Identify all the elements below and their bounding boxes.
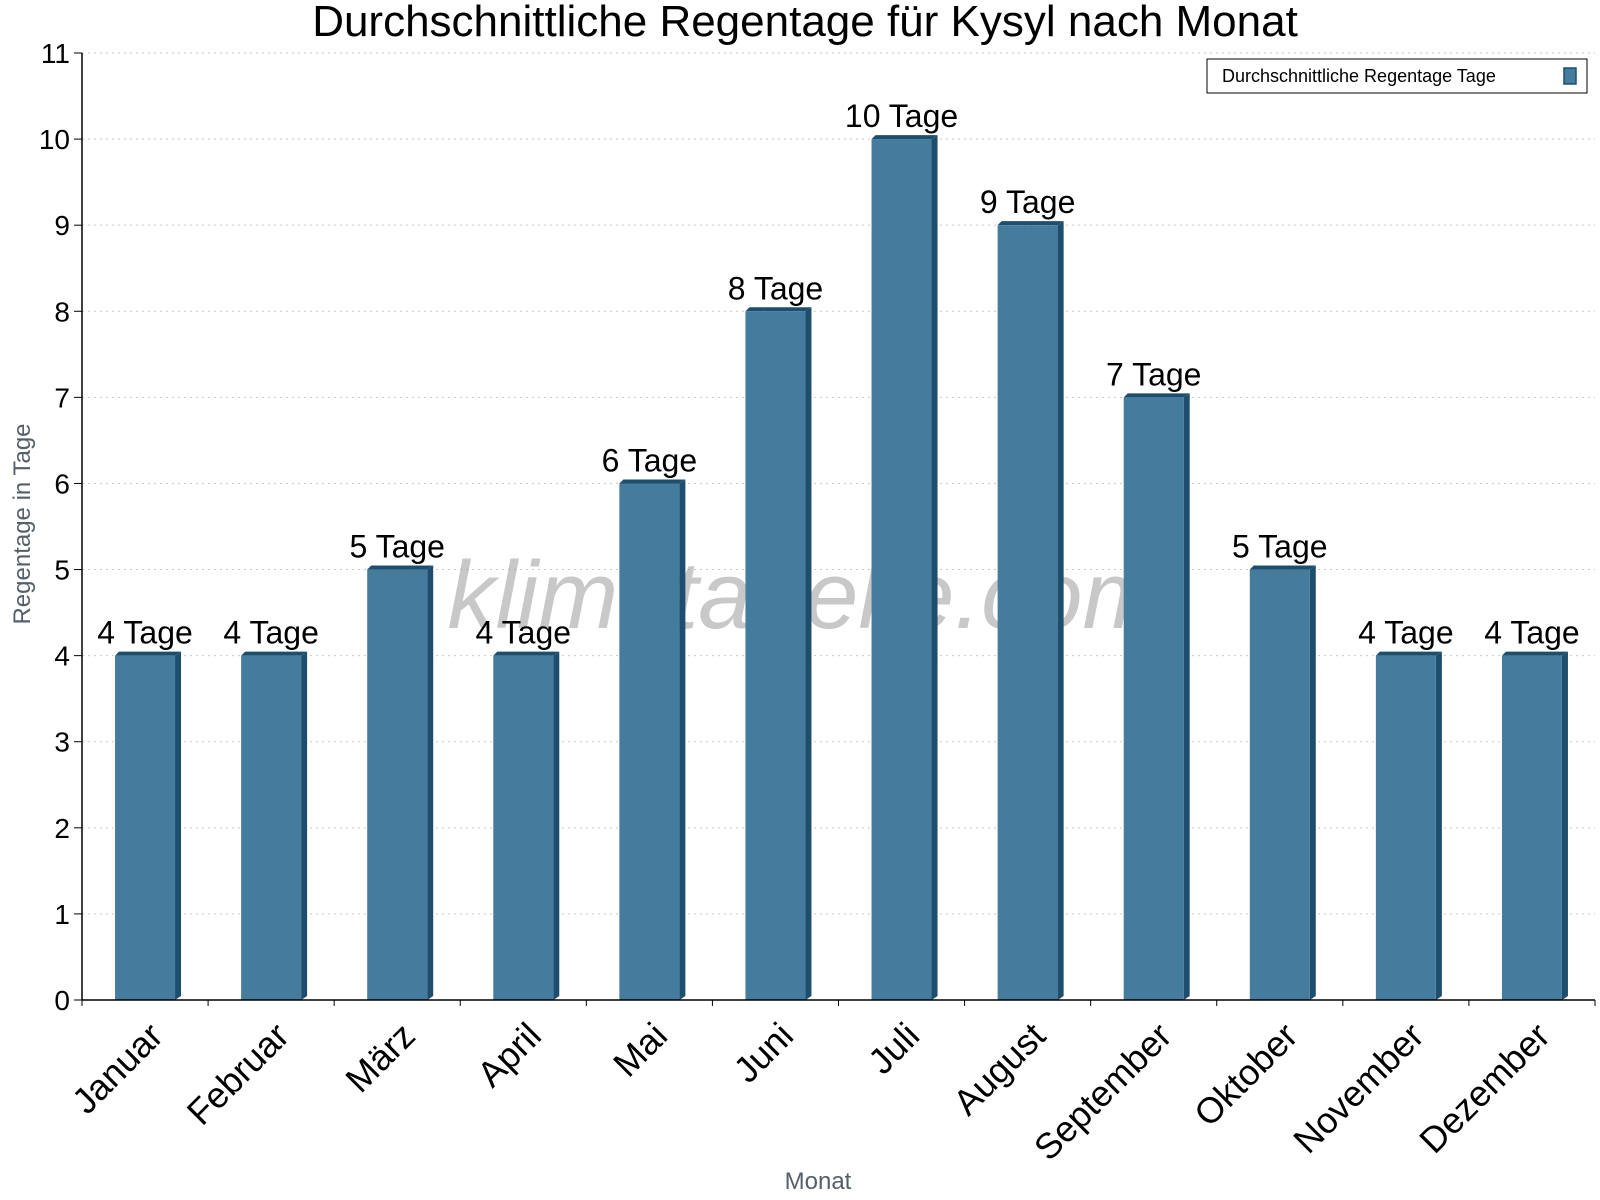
bar bbox=[1249, 569, 1310, 1000]
data-label: 5 Tage bbox=[1232, 529, 1328, 565]
bar bbox=[871, 139, 932, 1000]
data-label: 6 Tage bbox=[602, 442, 698, 478]
legend: Durchschnittliche Regentage Tage bbox=[1206, 58, 1588, 94]
y-tick-labels: 0 1 2 3 4 5 6 7 8 9 10 11 bbox=[39, 38, 70, 1016]
data-label: 4 Tage bbox=[97, 615, 193, 651]
bar-side bbox=[679, 479, 686, 1000]
bar-side bbox=[805, 307, 812, 1001]
data-label: 10 Tage bbox=[845, 98, 958, 134]
bar-side bbox=[1561, 651, 1568, 1000]
bar-top bbox=[871, 135, 938, 140]
bar-side bbox=[427, 565, 434, 1000]
bar-top bbox=[115, 651, 182, 656]
bar-top bbox=[1249, 565, 1316, 570]
legend-entry-label: Durchschnittliche Regentage Tage bbox=[1222, 66, 1496, 86]
y-tick-label: 4 bbox=[54, 641, 70, 672]
bar bbox=[1123, 397, 1184, 1000]
bar-side bbox=[175, 651, 182, 1000]
y-tick-label: 5 bbox=[54, 555, 70, 586]
x-axis-label: Monat bbox=[785, 1168, 852, 1195]
axes bbox=[74, 52, 1596, 1006]
data-label: 4 Tage bbox=[1358, 615, 1454, 651]
y-tick-label: 10 bbox=[39, 124, 70, 155]
bar-top bbox=[1501, 651, 1568, 656]
bar-side bbox=[1057, 221, 1064, 1000]
data-label: 8 Tage bbox=[728, 270, 824, 306]
data-label: 4 Tage bbox=[223, 615, 319, 651]
bar-side bbox=[1435, 651, 1442, 1000]
bar bbox=[241, 655, 302, 1000]
y-tick-label: 8 bbox=[54, 296, 70, 327]
gridlines bbox=[82, 52, 1595, 915]
y-tick-label: 1 bbox=[54, 899, 70, 930]
bar bbox=[997, 225, 1058, 1000]
data-labels: 4 Tage 4 Tage 5 Tage 4 Tage 6 Tage 8 Tage 10 T… bbox=[97, 98, 1579, 651]
data-label: 9 Tage bbox=[980, 184, 1076, 220]
bar bbox=[493, 655, 554, 1000]
y-tick-label: 7 bbox=[54, 382, 70, 413]
y-axis-label: Regentage in Tage bbox=[9, 423, 36, 624]
bar-top bbox=[619, 479, 686, 484]
bar bbox=[1501, 655, 1562, 1000]
y-tick-label: 2 bbox=[54, 813, 70, 844]
y-tick-label: 9 bbox=[54, 210, 70, 241]
bar bbox=[367, 569, 428, 1000]
bars bbox=[115, 135, 1568, 1001]
bar-top bbox=[997, 221, 1064, 226]
y-tick-label: 6 bbox=[54, 468, 70, 499]
bar-side bbox=[1183, 393, 1190, 1000]
y-tick-label: 11 bbox=[41, 38, 70, 69]
bar bbox=[745, 311, 806, 1001]
bar-top bbox=[493, 651, 560, 656]
legend-box bbox=[1206, 58, 1588, 94]
y-tick-label: 3 bbox=[54, 727, 70, 758]
chart-title: Durchschnittliche Regentage für Kysyl na… bbox=[312, 0, 1298, 46]
bar-top bbox=[241, 651, 308, 656]
bar-side bbox=[553, 651, 560, 1000]
bar-side bbox=[931, 135, 938, 1000]
data-label: 5 Tage bbox=[349, 529, 445, 565]
legend-swatch bbox=[1563, 67, 1577, 85]
data-label: 7 Tage bbox=[1106, 356, 1202, 392]
bar-top bbox=[745, 307, 812, 312]
bar-side bbox=[1309, 565, 1316, 1000]
bar-side bbox=[301, 651, 308, 1000]
bar-top bbox=[1123, 393, 1190, 398]
bar bbox=[619, 483, 680, 1000]
bar-top bbox=[1375, 651, 1442, 656]
data-label: 4 Tage bbox=[1484, 615, 1580, 651]
bar bbox=[115, 655, 176, 1000]
y-tick-label: 0 bbox=[54, 985, 70, 1016]
bar bbox=[1375, 655, 1436, 1000]
data-label: 4 Tage bbox=[476, 615, 572, 651]
bar-top bbox=[367, 565, 434, 570]
